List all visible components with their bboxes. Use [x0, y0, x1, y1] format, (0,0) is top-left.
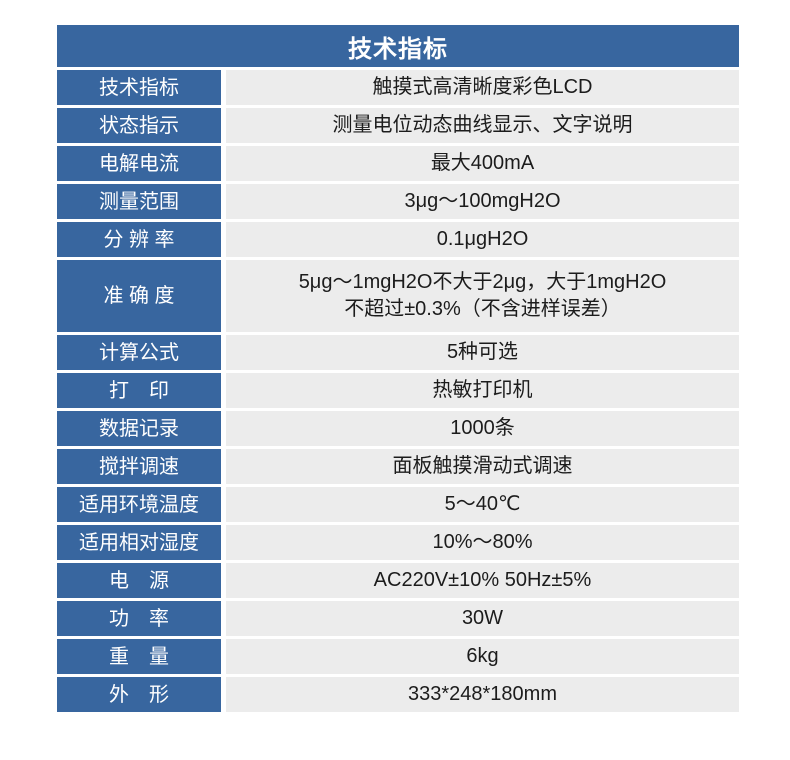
spec-value: 测量电位动态曲线显示、文字说明	[226, 108, 739, 143]
spec-value: 0.1μgH2O	[226, 222, 739, 257]
spec-value: 3μg～100mgH2O	[226, 184, 739, 219]
spec-value: 5种可选	[226, 335, 739, 370]
spec-value: 最大400mA	[226, 146, 739, 181]
table-row: 技术指标 触摸式高清晰度彩色LCD	[57, 70, 739, 105]
table-row: 打 印 热敏打印机	[57, 373, 739, 408]
spec-label: 电 源	[57, 563, 221, 598]
spec-value: 6kg	[226, 639, 739, 674]
spec-label: 搅拌调速	[57, 449, 221, 484]
table-title: 技术指标	[57, 25, 739, 67]
spec-value: 面板触摸滑动式调速	[226, 449, 739, 484]
table-row: 适用相对湿度 10%～80%	[57, 525, 739, 560]
spec-label: 分 辨 率	[57, 222, 221, 257]
spec-table: 技术指标 技术指标 触摸式高清晰度彩色LCD 状态指示 测量电位动态曲线显示、文…	[57, 25, 739, 712]
table-row: 重 量 6kg	[57, 639, 739, 674]
spec-label: 重 量	[57, 639, 221, 674]
spec-label: 计算公式	[57, 335, 221, 370]
spec-label: 测量范围	[57, 184, 221, 219]
spec-value: 热敏打印机	[226, 373, 739, 408]
table-row: 功 率 30W	[57, 601, 739, 636]
spec-label: 适用环境温度	[57, 487, 221, 522]
spec-label: 数据记录	[57, 411, 221, 446]
spec-value: 5～40℃	[226, 487, 739, 522]
spec-label: 状态指示	[57, 108, 221, 143]
table-row: 分 辨 率 0.1μgH2O	[57, 222, 739, 257]
spec-label: 打 印	[57, 373, 221, 408]
table-row: 数据记录 1000条	[57, 411, 739, 446]
table-row: 计算公式 5种可选	[57, 335, 739, 370]
spec-value: 1000条	[226, 411, 739, 446]
spec-value: 10%～80%	[226, 525, 739, 560]
spec-label: 电解电流	[57, 146, 221, 181]
table-row: 电 源 AC220V±10% 50Hz±5%	[57, 563, 739, 598]
spec-value: 触摸式高清晰度彩色LCD	[226, 70, 739, 105]
table-row: 适用环境温度 5～40℃	[57, 487, 739, 522]
spec-value: 333*248*180mm	[226, 677, 739, 712]
spec-label: 准 确 度	[57, 260, 221, 332]
table-row: 外 形 333*248*180mm	[57, 677, 739, 712]
table-row: 电解电流 最大400mA	[57, 146, 739, 181]
spec-value: AC220V±10% 50Hz±5%	[226, 563, 739, 598]
spec-value: 30W	[226, 601, 739, 636]
table-row: 搅拌调速 面板触摸滑动式调速	[57, 449, 739, 484]
table-row: 状态指示 测量电位动态曲线显示、文字说明	[57, 108, 739, 143]
table-row: 准 确 度 5μg～1mgH2O不大于2μg，大于1mgH2O 不超过±0.3%…	[57, 260, 739, 332]
spec-label: 适用相对湿度	[57, 525, 221, 560]
table-row: 测量范围 3μg～100mgH2O	[57, 184, 739, 219]
spec-label: 外 形	[57, 677, 221, 712]
spec-label: 技术指标	[57, 70, 221, 105]
spec-label: 功 率	[57, 601, 221, 636]
spec-value: 5μg～1mgH2O不大于2μg，大于1mgH2O 不超过±0.3%（不含进样误…	[226, 260, 739, 332]
